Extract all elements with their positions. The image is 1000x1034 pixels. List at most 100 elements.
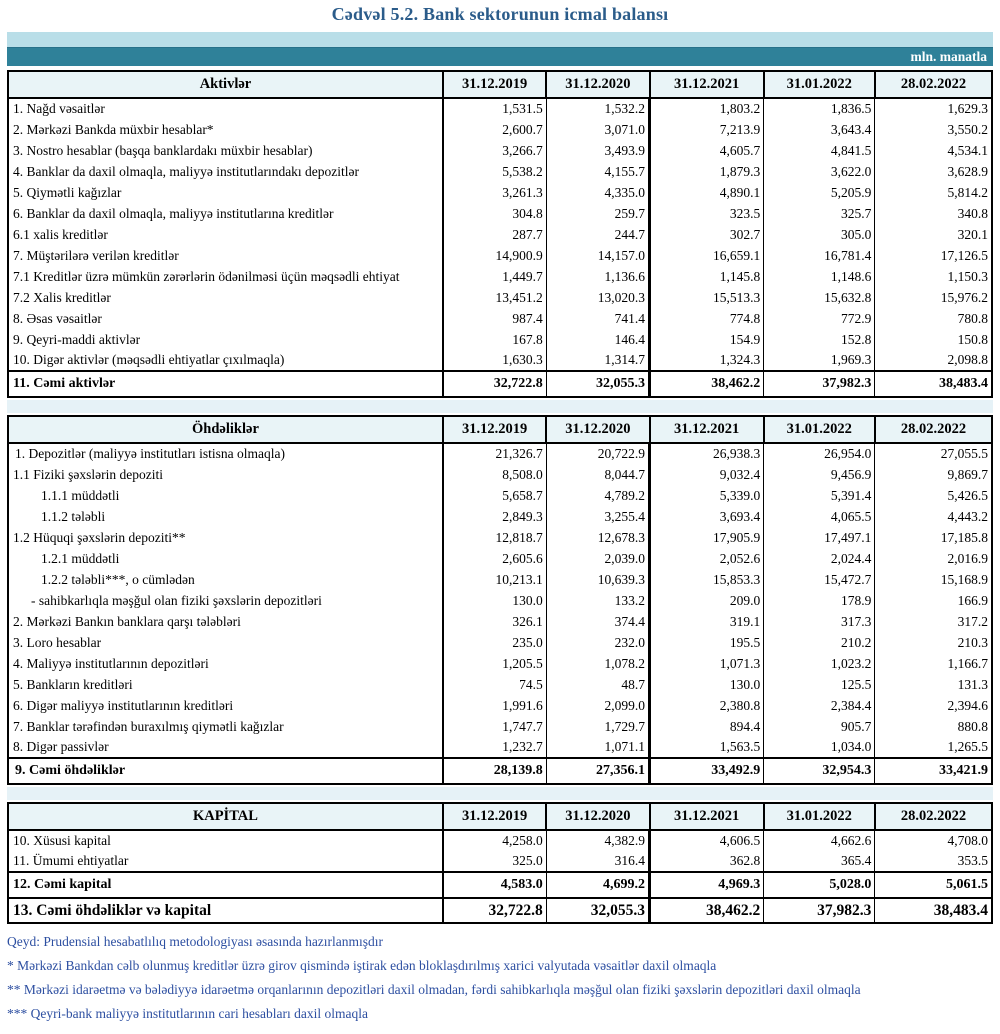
- value-cell: 4,969.3: [648, 871, 764, 898]
- table-row: 1.2 Hüquqi şəxslərin depoziti** 12,818.7 1…: [8, 527, 992, 548]
- section-table-aktivler: Aktivlər 31.12.2019 31.12.2020 31.12.2021 31…: [7, 70, 993, 398]
- value-cell: 1,531.5: [441, 98, 547, 119]
- value-cell: 4,789.2: [545, 485, 650, 506]
- table-row: 6. Banklar da daxil olmaqla, maliyyə ins…: [8, 203, 992, 224]
- value-cell: 259.7: [545, 203, 650, 224]
- row-label: 10. Xüsusi kapital: [13, 833, 111, 848]
- column-header-date: 31.12.2020: [545, 416, 650, 444]
- value-cell: 33,492.9: [648, 757, 764, 784]
- value-cell: 15,976.2: [874, 287, 992, 308]
- value-cell: 131.3: [874, 674, 992, 695]
- value-cell: 1,314.7: [545, 350, 650, 371]
- row-label: 3. Loro hesablar: [13, 634, 102, 650]
- row-label: 11. Ümumi ehtiyatlar: [13, 853, 129, 868]
- value-cell: 1,803.2: [648, 98, 764, 119]
- column-header-date: 31.12.2020: [545, 803, 650, 831]
- value-cell: 1,232.7: [441, 737, 547, 758]
- row-label: 6.1 xalis kreditlər: [13, 226, 108, 242]
- value-cell: 32,954.3: [763, 757, 875, 784]
- value-cell: 16,659.1: [648, 245, 764, 266]
- value-cell: 319.1: [648, 611, 764, 632]
- value-cell: 130.0: [441, 590, 547, 611]
- value-cell: 28,139.8: [441, 757, 547, 784]
- column-header-date: 31.12.2021: [648, 416, 764, 444]
- section-table-kapital: KAPİTAL 31.12.2019 31.12.2020 31.12.2021 31.…: [7, 802, 993, 924]
- value-cell: 48.7: [545, 674, 650, 695]
- value-cell: 17,497.1: [763, 527, 875, 548]
- value-cell: 32,055.3: [545, 897, 650, 923]
- value-cell: 5,538.2: [441, 161, 547, 182]
- value-cell: 1,729.7: [545, 716, 650, 737]
- value-cell: 340.8: [874, 203, 992, 224]
- table-row: 7. Banklar tərəfindən buraxılmış qiymətl…: [8, 716, 992, 737]
- value-cell: 4,155.7: [545, 161, 650, 182]
- value-cell: 33,421.9: [874, 757, 992, 784]
- value-cell: 772.9: [763, 308, 875, 329]
- table-row: 2. Mərkəzi Bankda müxbir hesablar* 2,600.…: [8, 119, 992, 140]
- value-cell: 305.0: [763, 224, 875, 245]
- value-cell: 38,483.4: [874, 370, 992, 397]
- value-cell: 4,258.0: [441, 830, 547, 851]
- row-label: 2. Mərkəzi Bankda müxbir hesablar*: [13, 121, 214, 137]
- row-label: 7. Müştərilərə verilən kreditlər: [13, 247, 179, 263]
- value-cell: 13,020.3: [545, 287, 650, 308]
- value-cell: 5,061.5: [874, 871, 992, 898]
- row-label: 6. Digər maliyyə institutlarının kreditl…: [13, 697, 234, 713]
- value-cell: 7,213.9: [648, 119, 764, 140]
- value-cell: 323.5: [648, 203, 764, 224]
- column-header-date: 31.12.2020: [545, 71, 650, 99]
- value-cell: 1,023.2: [763, 653, 875, 674]
- value-cell: 325.7: [763, 203, 875, 224]
- value-cell: 1,879.3: [648, 161, 764, 182]
- table-row: 13. Cəmi öhdəliklər və kapital 32,722.8 32…: [8, 897, 992, 923]
- value-cell: 4,606.5: [648, 830, 764, 851]
- value-cell: 2,052.6: [648, 548, 764, 569]
- value-cell: 37,982.3: [763, 897, 875, 923]
- value-cell: 133.2: [545, 590, 650, 611]
- value-cell: 38,483.4: [874, 897, 992, 923]
- table-row: 9. Cəmi öhdəliklər 28,139.8 27,356.1 33,492…: [8, 757, 992, 784]
- value-cell: 27,055.5: [874, 443, 992, 464]
- value-cell: 195.5: [648, 632, 764, 653]
- value-cell: 780.8: [874, 308, 992, 329]
- value-cell: 1,630.3: [441, 350, 547, 371]
- value-cell: 1,205.5: [441, 653, 547, 674]
- value-cell: 362.8: [648, 851, 764, 872]
- table-row: 1. Depozitlər (maliyyə institutları isti…: [8, 443, 992, 464]
- value-cell: 304.8: [441, 203, 547, 224]
- table-row: 5. Qiymətli kağızlar 3,261.3 4,335.0 4,890.…: [8, 182, 992, 203]
- value-cell: 4,534.1: [874, 140, 992, 161]
- value-cell: 17,185.8: [874, 527, 992, 548]
- value-cell: 4,443.2: [874, 506, 992, 527]
- section-title: KAPİTAL: [8, 803, 443, 831]
- value-cell: 10,213.1: [441, 569, 547, 590]
- row-label: - sahibkarlıqla məşğul olan fiziki şəxsl…: [31, 592, 322, 608]
- unit-label: mln. manatla: [910, 49, 987, 64]
- column-header-date: 31.12.2021: [648, 803, 764, 831]
- page-title: Cədvəl 5.2. Bank sektorunun icmal balans…: [331, 4, 669, 24]
- value-cell: 2,016.9: [874, 548, 992, 569]
- row-label: 8. Digər passivlər: [13, 739, 109, 754]
- value-cell: 32,722.8: [441, 370, 547, 397]
- column-header-date: 31.01.2022: [762, 416, 875, 444]
- row-label: 1.1.1 müddətli: [41, 487, 120, 503]
- table-row: 4. Maliyyə institutlarının depozitləri 1,…: [8, 653, 992, 674]
- value-cell: 3,255.4: [545, 506, 650, 527]
- column-header-date: 28.02.2022: [873, 71, 992, 99]
- value-cell: 12,818.7: [441, 527, 547, 548]
- value-cell: 4,708.0: [874, 830, 992, 851]
- row-label: 4. Maliyyə institutlarının depozitləri: [13, 655, 209, 671]
- value-cell: 3,550.2: [874, 119, 992, 140]
- value-cell: 987.4: [441, 308, 547, 329]
- section-header-row: Öhdəliklər 31.12.2019 31.12.2020 31.12.2021…: [8, 416, 992, 444]
- column-header-date: 31.12.2019: [441, 803, 547, 831]
- table-row: 2. Mərkəzi Bankın banklara qarşı tələblə…: [8, 611, 992, 632]
- row-label: 9. Cəmi öhdəliklər: [8, 757, 443, 784]
- value-cell: 130.0: [648, 674, 764, 695]
- table-row: 9. Qeyri-maddi aktivlər 167.8 146.4 154.9 15…: [8, 329, 992, 350]
- table-row: 11. Ümumi ehtiyatlar 325.0 316.4 362.8 365.4…: [8, 851, 992, 872]
- footnote-line: *** Qeyri-bank maliyyə institutlarının c…: [7, 1006, 369, 1021]
- value-cell: 905.7: [763, 716, 875, 737]
- value-cell: 15,168.9: [874, 569, 992, 590]
- table-row: 7.2 Xalis kreditlər 13,451.2 13,020.3 15,51…: [8, 287, 992, 308]
